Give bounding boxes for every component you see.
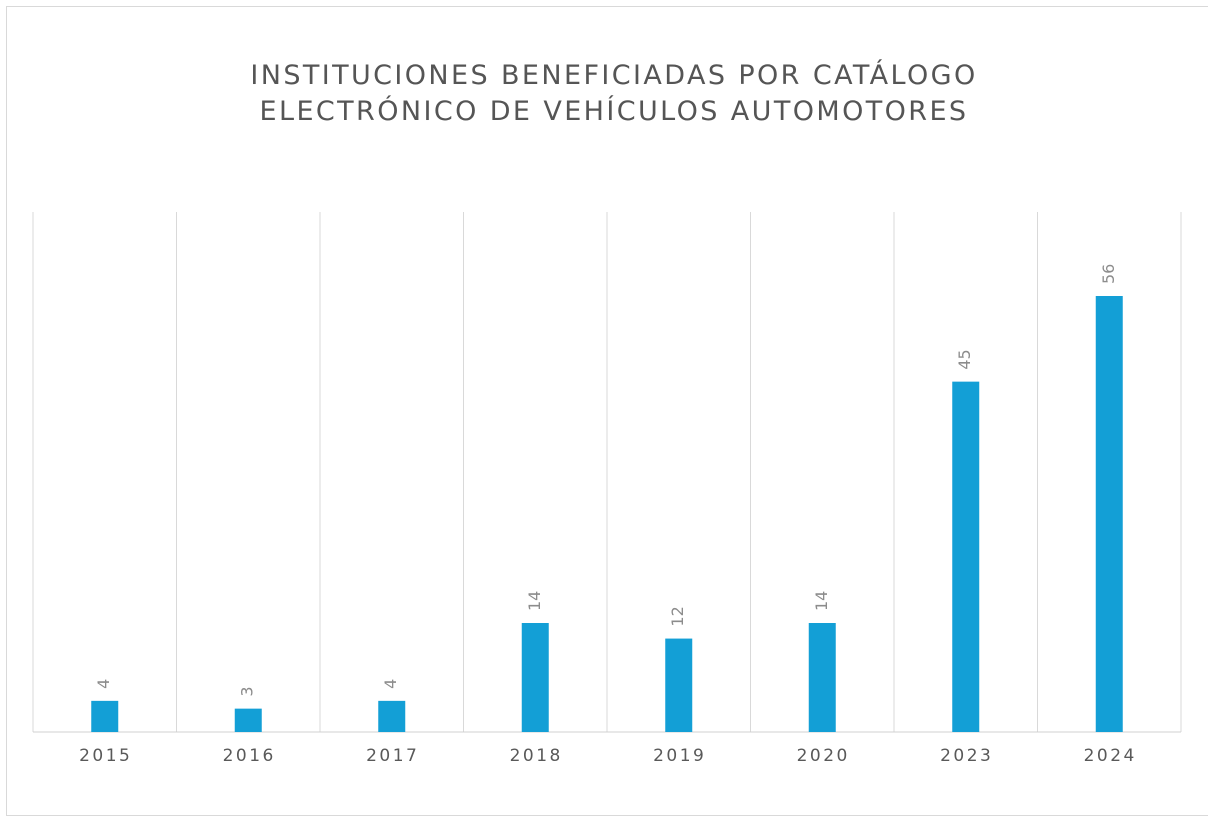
bar	[808, 623, 836, 732]
bar	[952, 381, 980, 732]
x-tick-label: 2015	[79, 746, 132, 766]
x-tick-label: 2016	[223, 746, 276, 766]
x-tick-label: 2020	[797, 746, 850, 766]
data-label: 14	[812, 591, 831, 611]
chart-title: INSTITUCIONES BENEFICIADAS POR CATÁLOGO …	[250, 60, 978, 127]
data-label: 4	[94, 679, 113, 689]
bar	[1095, 296, 1123, 732]
bar	[378, 700, 406, 732]
bar	[665, 638, 693, 732]
data-label: 3	[238, 686, 257, 696]
x-tick-label: 2017	[366, 746, 419, 766]
data-label: 4	[381, 679, 400, 689]
x-tick-label: 2023	[940, 746, 993, 766]
bar	[521, 623, 549, 732]
bar	[91, 700, 119, 732]
data-label: 12	[668, 606, 687, 626]
bar	[234, 708, 262, 732]
x-tick-label: 2024	[1084, 746, 1137, 766]
x-tick-label: 2018	[510, 746, 563, 766]
x-tick-label: 2019	[653, 746, 706, 766]
data-label: 56	[1099, 264, 1118, 284]
data-label: 45	[955, 349, 974, 369]
data-label: 14	[525, 591, 544, 611]
